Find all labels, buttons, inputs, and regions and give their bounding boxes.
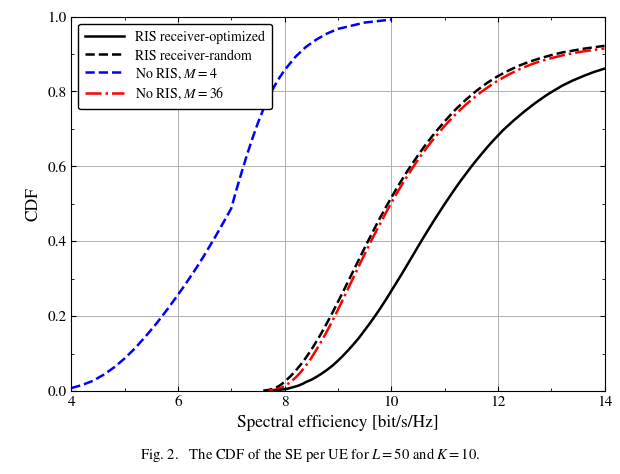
No RIS, $M = 4$ — [291, 54, 299, 60]
RIS receiver-optimized — [425, 227, 432, 232]
RIS receiver-optimized — [270, 388, 278, 393]
No RIS, $M = 36$ — [467, 97, 475, 103]
No RIS, $M = 4$ — [100, 372, 107, 378]
No RIS, $M = 4$ — [195, 261, 203, 266]
No RIS, $M = 36$ — [505, 72, 512, 77]
Y-axis label: CDF: CDF — [25, 187, 42, 221]
No RIS, $M = 4$ — [180, 284, 187, 290]
Line: RIS receiver-optimized: RIS receiver-optimized — [274, 69, 604, 391]
No RIS, $M = 4$ — [131, 345, 139, 351]
No RIS, $M = 4$ — [121, 356, 128, 361]
No RIS, $M = 4$ — [217, 225, 224, 230]
RIS receiver-random — [430, 131, 438, 137]
No RIS, $M = 4$ — [201, 252, 208, 257]
RIS receiver-optimized — [601, 66, 608, 72]
No RIS, $M = 4$ — [110, 365, 118, 370]
No RIS, $M = 36$ — [265, 388, 272, 393]
RIS receiver-random — [345, 278, 352, 283]
Line: No RIS, $M = 36$: No RIS, $M = 36$ — [268, 48, 604, 391]
No RIS, $M = 4$ — [260, 107, 267, 112]
No RIS, $M = 4$ — [174, 292, 182, 298]
No RIS, $M = 4$ — [313, 36, 321, 42]
No RIS, $M = 4$ — [89, 378, 96, 384]
No RIS, $M = 4$ — [153, 320, 161, 326]
RIS receiver-optimized — [451, 186, 459, 191]
RIS receiver-random — [286, 374, 294, 380]
RIS receiver-random — [404, 168, 411, 174]
RIS receiver-optimized — [457, 178, 464, 184]
No RIS, $M = 4$ — [244, 151, 251, 157]
RIS receiver-optimized — [291, 384, 299, 390]
No RIS, $M = 4$ — [211, 234, 219, 240]
No RIS, $M = 4$ — [275, 75, 283, 81]
No RIS, $M = 4$ — [254, 120, 262, 126]
No RIS, $M = 4$ — [222, 215, 229, 221]
No RIS, $M = 36$ — [580, 48, 587, 54]
No RIS, $M = 36$ — [446, 118, 454, 123]
No RIS, $M = 4$ — [190, 269, 198, 274]
No RIS, $M = 4$ — [265, 95, 272, 100]
No RIS, $M = 36$ — [601, 46, 608, 51]
RIS receiver-random — [393, 186, 401, 191]
No RIS, $M = 36$ — [318, 337, 326, 343]
No RIS, $M = 4$ — [238, 168, 246, 174]
No RIS, $M = 4$ — [78, 382, 86, 388]
Line: No RIS, $M = 4$: No RIS, $M = 4$ — [71, 19, 391, 388]
No RIS, $M = 4$ — [281, 67, 288, 73]
No RIS, $M = 4$ — [249, 135, 256, 141]
X-axis label: Spectral efficiency [bit/s/Hz]: Spectral efficiency [bit/s/Hz] — [237, 415, 439, 431]
RIS receiver-random — [409, 161, 416, 166]
No RIS, $M = 4$ — [233, 186, 241, 192]
RIS receiver-optimized — [404, 262, 411, 268]
No RIS, $M = 4$ — [185, 277, 192, 283]
No RIS, $M = 4$ — [324, 31, 331, 36]
No RIS, $M = 36$ — [313, 346, 321, 352]
RIS receiver-optimized — [377, 305, 384, 311]
No RIS, $M = 4$ — [270, 84, 278, 90]
No RIS, $M = 4$ — [334, 26, 342, 32]
No RIS, $M = 4$ — [302, 44, 309, 50]
Legend: RIS receiver-optimized, RIS receiver-random, No RIS, $M = 4$, No RIS, $M = 36$: RIS receiver-optimized, RIS receiver-ran… — [78, 24, 272, 109]
Line: RIS receiver-random: RIS receiver-random — [264, 46, 604, 391]
No RIS, $M = 4$ — [361, 20, 368, 26]
RIS receiver-random — [601, 43, 608, 49]
No RIS, $M = 4$ — [206, 243, 214, 248]
No RIS, $M = 4$ — [228, 205, 235, 211]
No RIS, $M = 4$ — [164, 307, 171, 312]
No RIS, $M = 4$ — [142, 333, 149, 339]
No RIS, $M = 4$ — [68, 385, 75, 391]
Text: Fig. 2.   The CDF of the SE per UE for $L = 50$ and $K = 10$.: Fig. 2. The CDF of the SE per UE for $L … — [140, 446, 480, 464]
RIS receiver-random — [260, 388, 267, 393]
No RIS, $M = 4$ — [388, 17, 395, 22]
